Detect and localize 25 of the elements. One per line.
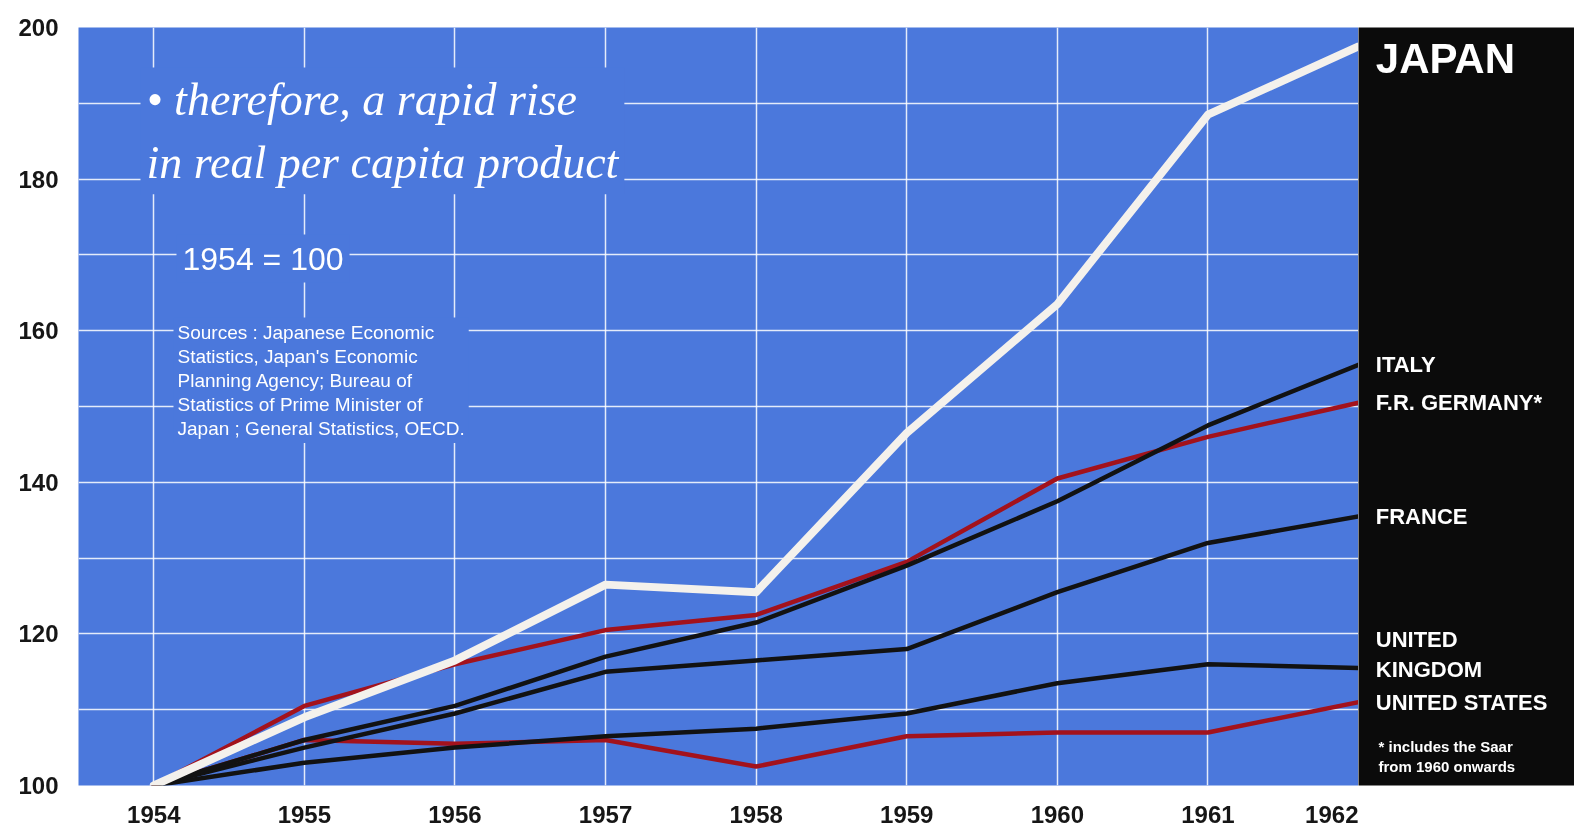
series-label: F.R. GERMANY*: [1375, 390, 1543, 416]
x-tick-label: 1954: [127, 800, 182, 828]
y-tick-label: 100: [18, 772, 59, 799]
x-tick-label: 1955: [277, 800, 332, 828]
x-tick-label: 1957: [578, 800, 633, 828]
series-label: UNITED STATES: [1375, 689, 1548, 715]
x-tick-label: 1960: [1030, 800, 1085, 828]
series-label: UNITED KINGDOM: [1375, 627, 1483, 683]
text: * includes the Saar from 1960 onwards: [1378, 738, 1516, 776]
series-label: ITALY: [1375, 352, 1436, 378]
x-tick-label: 1961: [1181, 800, 1235, 828]
y-tick-label: 120: [18, 620, 59, 648]
y-tick-label: 160: [18, 317, 59, 345]
x-tick-label: 1958: [729, 800, 783, 828]
y-tick-label: 200: [18, 14, 59, 41]
x-tick-label: 1962: [1305, 800, 1359, 828]
annotation: Sources : Japanese Economic Statistics, Japan's Economic Planning Agency; Bureau of Statistics of Prime Minister of Japan ; General Statistics, OECD.: [177, 321, 465, 440]
series-label: FRANCE: [1375, 503, 1468, 529]
y-tick-label: 140: [18, 468, 59, 496]
series-label: JAPAN: [1375, 35, 1516, 83]
x-tick-label: 1956: [428, 800, 482, 828]
text: 1954 = 100: [182, 240, 344, 277]
y-tick-label: 180: [18, 165, 59, 193]
x-tick-label: 1959: [880, 800, 934, 828]
text: • therefore, a rapid rise in real per capita product: [146, 73, 620, 189]
